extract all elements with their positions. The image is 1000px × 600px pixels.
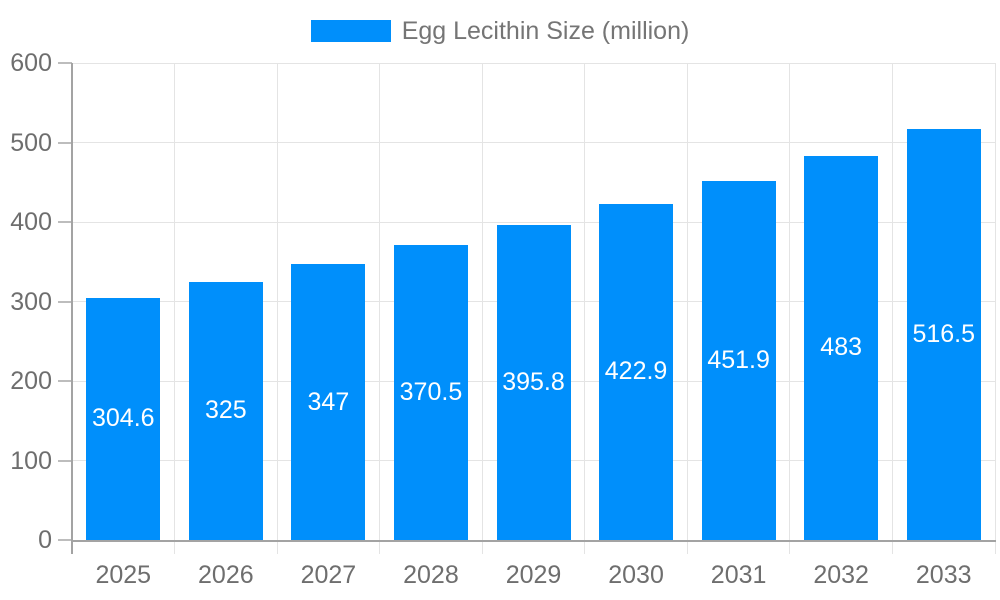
- category-gridline: [379, 63, 381, 554]
- bar-2026[interactable]: 325: [188, 281, 263, 540]
- x-axis-label-2031: 2031: [710, 561, 767, 589]
- x-axis-label-2032: 2032: [813, 561, 869, 589]
- legend-swatch: [310, 20, 391, 42]
- x-axis-label-2026: 2026: [198, 561, 254, 589]
- y-axis-label-0: 0: [38, 526, 52, 554]
- bar-2032[interactable]: 483: [804, 156, 879, 540]
- bar-value-label: 304.6: [91, 404, 155, 433]
- bar-value-label: 516.5: [912, 320, 975, 349]
- bar-2033[interactable]: 516.5: [906, 129, 981, 540]
- bar-value-label: 483: [820, 333, 863, 362]
- category-gridline: [276, 63, 278, 554]
- x-axis-line: [71, 540, 996, 542]
- x-axis-label-2025: 2025: [95, 561, 152, 589]
- bar-2027[interactable]: 347: [291, 264, 366, 540]
- bar-2025[interactable]: 304.6: [86, 297, 161, 540]
- legend-label: Egg Lecithin Size (million): [401, 16, 690, 45]
- y-axis-label-400: 400: [10, 208, 52, 236]
- y-gridline-500: [72, 142, 995, 143]
- y-axis-tick: [58, 141, 72, 144]
- y-gridline-400: [72, 221, 995, 223]
- category-gridline: [994, 63, 996, 554]
- x-axis-label-2027: 2027: [300, 561, 357, 589]
- category-gridline: [584, 63, 586, 554]
- y-axis-line: [71, 63, 73, 554]
- category-gridline: [174, 63, 176, 554]
- x-axis-label-2030: 2030: [608, 561, 664, 589]
- x-axis-label-2028: 2028: [403, 561, 459, 589]
- y-gridline-600: [72, 62, 995, 64]
- y-axis-tick: [58, 380, 72, 382]
- bar-value-label: 451.9: [707, 345, 770, 374]
- category-gridline: [686, 63, 688, 554]
- y-axis-tick: [58, 459, 72, 462]
- y-axis-tick: [58, 539, 72, 541]
- category-gridline: [891, 63, 893, 554]
- bar-value-label: 395.8: [502, 368, 565, 397]
- y-axis-label-300: 300: [10, 287, 52, 316]
- x-axis-label-2029: 2029: [505, 561, 562, 589]
- y-axis-label-600: 600: [10, 49, 52, 77]
- x-axis-label-2033: 2033: [915, 561, 972, 589]
- bar-2028[interactable]: 370.5: [393, 245, 468, 540]
- bar-2030[interactable]: 422.9: [599, 203, 674, 540]
- y-axis-label-100: 100: [10, 446, 52, 475]
- bar-value-label: 325: [204, 396, 247, 425]
- bar-value-label: 370.5: [399, 378, 463, 407]
- y-axis-label-500: 500: [10, 128, 52, 157]
- y-axis-tick: [58, 62, 72, 64]
- y-axis-tick: [58, 221, 72, 223]
- y-axis-tick: [58, 300, 72, 303]
- bar-value-label: 347: [307, 387, 350, 416]
- category-gridline: [789, 63, 791, 554]
- bar-value-label: 422.9: [604, 357, 668, 386]
- y-axis-label-200: 200: [10, 367, 52, 395]
- bar-2029[interactable]: 395.8: [496, 225, 571, 540]
- category-gridline: [481, 63, 483, 554]
- bar-2031[interactable]: 451.9: [701, 180, 776, 540]
- chart-legend: Egg Lecithin Size (million): [0, 8, 1000, 54]
- legend-item-egg-lecithin[interactable]: Egg Lecithin Size (million): [310, 16, 690, 46]
